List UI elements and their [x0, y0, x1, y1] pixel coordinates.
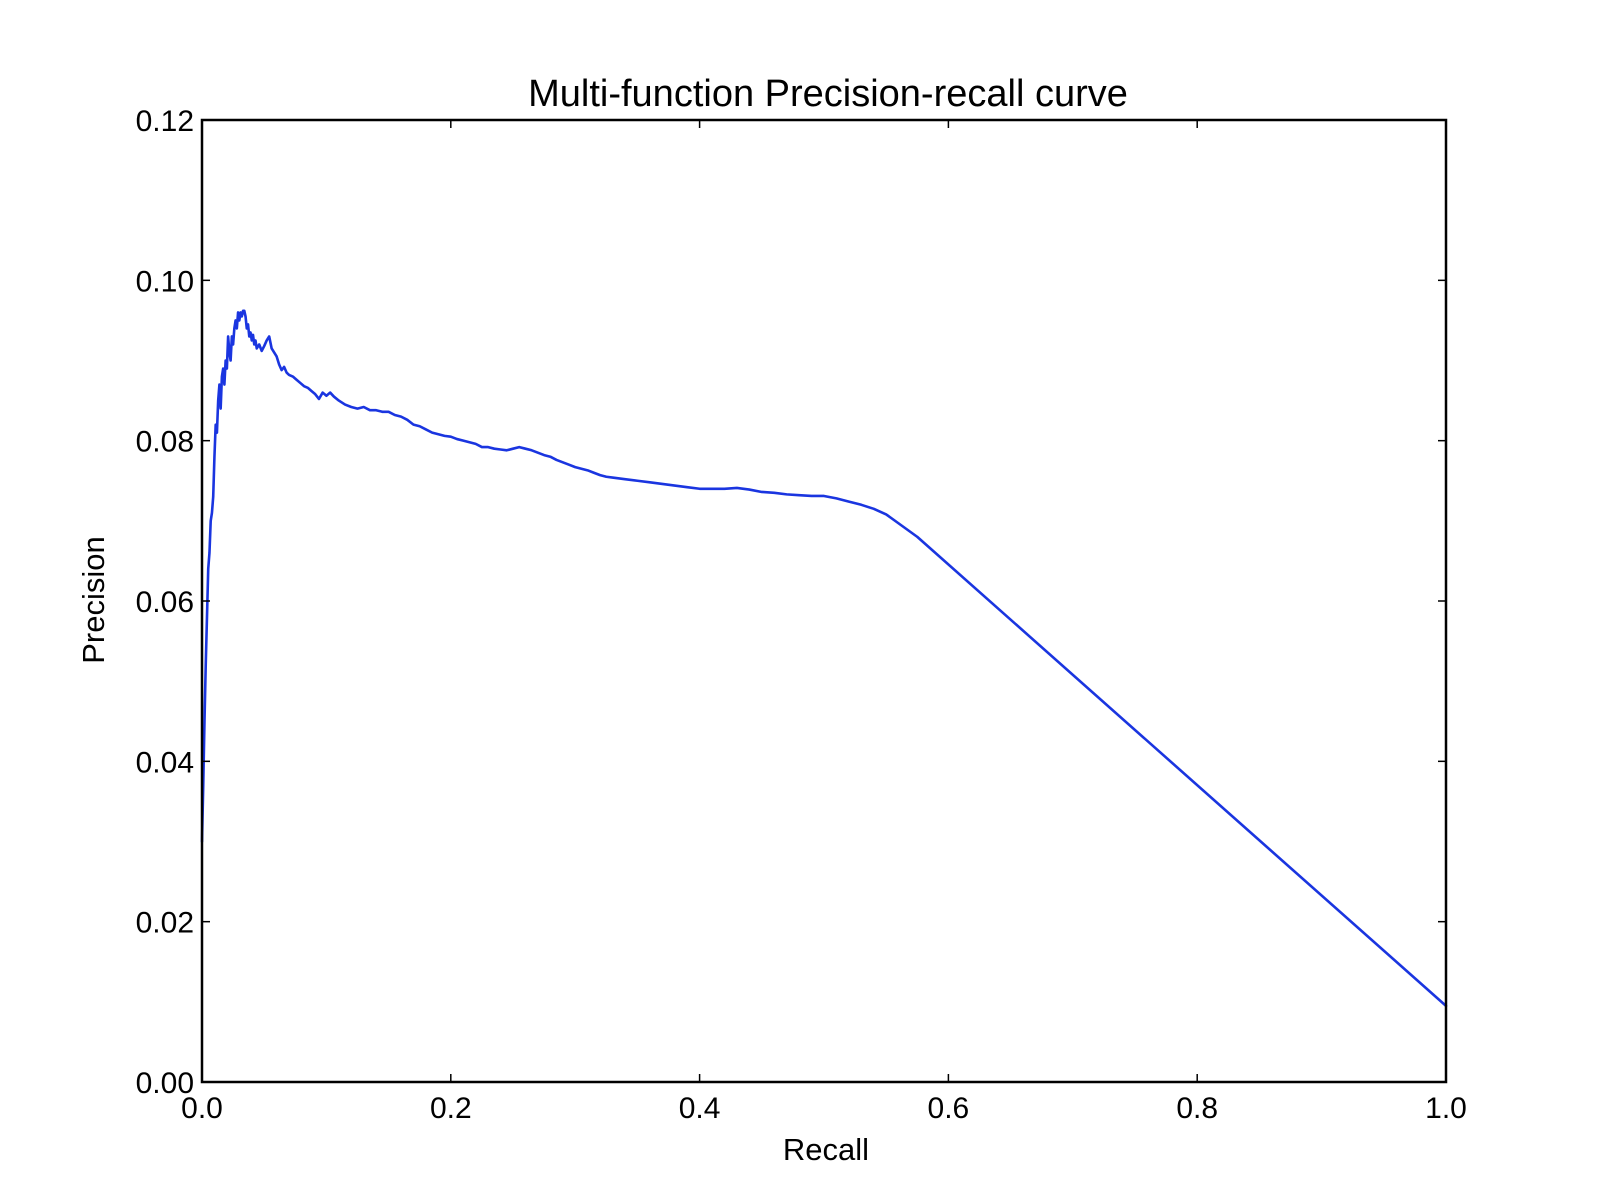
y-tick-label: 0.02: [136, 907, 194, 940]
y-tick-label: 0.06: [136, 586, 194, 619]
x-tick-label: 0.8: [1176, 1092, 1218, 1125]
x-tick-label: 0.4: [679, 1092, 721, 1125]
y-tick-label: 0.10: [136, 265, 194, 298]
x-axis-label: Recall: [783, 1132, 869, 1167]
y-axis: 0.00 0.02 0.04 0.06 0.08 0.10 0.12: [136, 105, 1446, 1100]
y-tick-label: 0.12: [136, 105, 194, 138]
x-tick-label: 0.0: [181, 1092, 223, 1125]
x-axis: 0.0 0.2 0.4 0.6 0.8 1.0: [181, 120, 1467, 1125]
x-tick-label: 0.2: [430, 1092, 472, 1125]
y-axis-label: Precision: [76, 536, 111, 664]
x-tick-label: 0.6: [928, 1092, 970, 1125]
series-line: [200, 309, 1448, 1008]
chart-title: Multi-function Precision-recall curve: [528, 73, 1128, 115]
y-tick-label: 0.00: [136, 1067, 194, 1100]
x-tick-label: 1.0: [1425, 1092, 1467, 1125]
y-tick-label: 0.04: [136, 746, 194, 779]
y-tick-label: 0.08: [136, 426, 194, 459]
